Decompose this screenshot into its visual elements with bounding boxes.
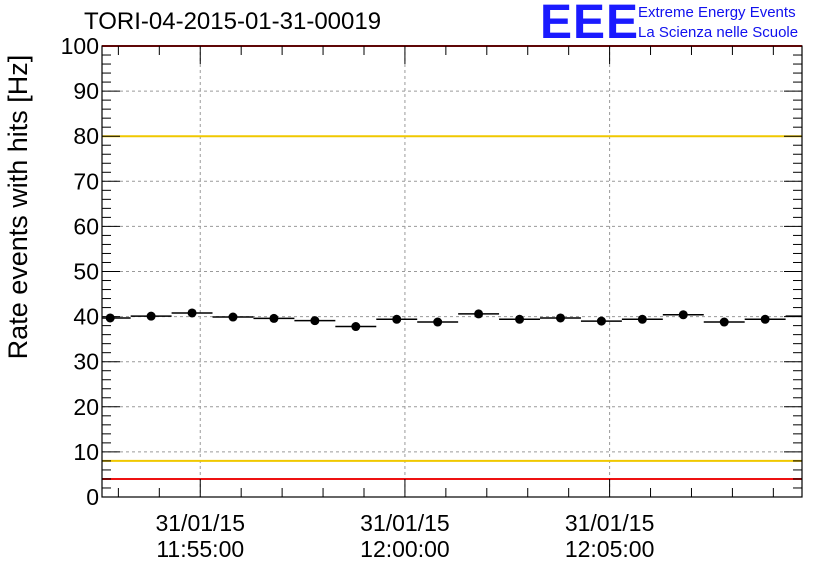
data-point	[474, 309, 484, 319]
logo-line-2: La Scienza nelle Scuole	[638, 24, 799, 41]
data-point	[433, 317, 443, 327]
data-point	[269, 313, 279, 323]
y-tick-label: 90	[73, 78, 99, 104]
data-point	[187, 308, 197, 318]
y-axis-label: Rate events with hits [Hz]	[3, 55, 33, 360]
x-tick-labels: 31/01/1511:55:0031/01/1512:00:0031/01/15…	[155, 510, 654, 562]
logo-line-1: Extreme Energy Events	[638, 4, 796, 21]
y-tick-label: 70	[73, 168, 99, 194]
data-points	[102, 308, 802, 332]
data-point	[146, 311, 156, 321]
data-point	[637, 314, 647, 324]
x-tick-label-date: 31/01/15	[360, 510, 450, 536]
x-tick-label-time: 12:00:00	[360, 536, 450, 562]
data-point	[310, 316, 320, 326]
data-point	[105, 313, 115, 323]
y-tick-label: 0	[86, 484, 99, 510]
data-point	[351, 322, 361, 332]
y-tick-label: 10	[73, 439, 99, 465]
y-tick-label: 100	[61, 33, 99, 59]
reference-lines	[102, 45, 802, 480]
y-tick-label: 60	[73, 213, 99, 239]
x-tick-label-time: 11:55:00	[156, 536, 244, 562]
data-point	[719, 317, 729, 327]
data-point	[678, 310, 688, 320]
x-tick-label-date: 31/01/15	[155, 510, 245, 536]
x-tick-label-date: 31/01/15	[565, 510, 655, 536]
y-tick-label: 50	[73, 259, 99, 285]
data-point	[392, 314, 402, 324]
y-tick-label: 30	[73, 349, 99, 375]
y-tick-labels: 0 10 20 30 40 50 60 70 80 90 100	[61, 33, 99, 510]
data-point	[515, 314, 525, 324]
chart-title: TORI-04-2015-01-31-00019	[84, 8, 382, 35]
y-tick-label: 80	[73, 123, 99, 149]
y-tick-label: 20	[73, 394, 99, 420]
data-point	[555, 313, 565, 323]
logo-mark: EEE	[540, 0, 640, 49]
grid	[102, 46, 802, 497]
y-tick-label: 40	[73, 304, 99, 330]
data-point	[596, 316, 606, 326]
data-point	[228, 312, 238, 322]
data-point	[760, 314, 770, 324]
ticks	[102, 45, 802, 498]
x-tick-label-time: 12:05:00	[565, 536, 655, 562]
